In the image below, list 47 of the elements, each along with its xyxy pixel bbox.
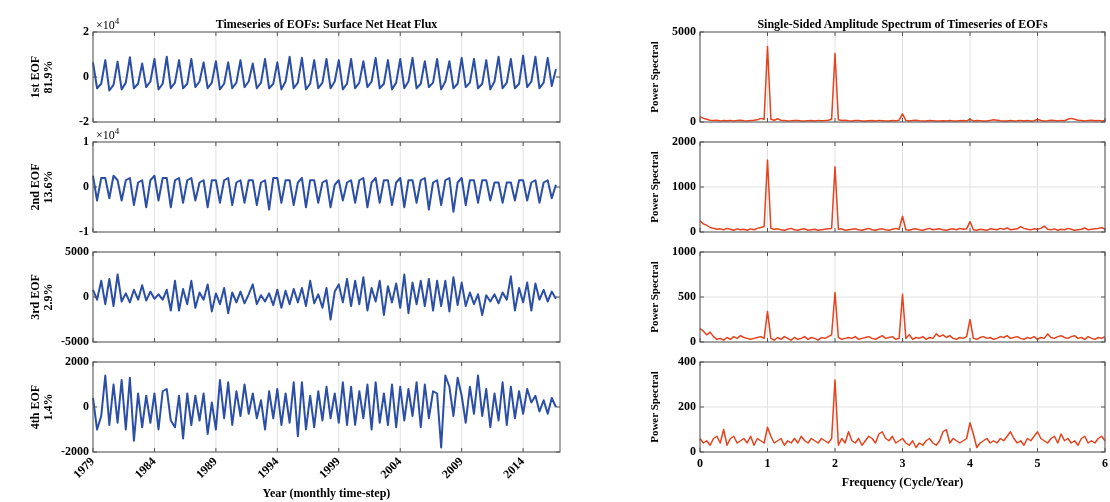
y-axis-title: Power Spectral [648,41,660,113]
y-tick-label: 2000 [65,353,89,368]
x-tick-label: 4 [967,456,973,470]
y-axis-title: Power Spectral [648,261,660,333]
y-tick-label: 5000 [65,243,89,258]
y-tick-label: -1 [79,223,89,238]
x-tick-label: 6 [1102,456,1108,470]
y-tick-label: 400 [678,353,696,368]
line-series [92,273,557,321]
y-tick-label: -5000 [61,333,89,348]
y-tick-label: 1000 [672,178,696,193]
y-tick-label: 500 [678,288,696,303]
y-tick-label: 2000 [672,133,696,148]
x-tick-label: 1 [764,456,771,470]
y-axis-title: 4th EOF 1.4% [27,384,55,430]
y-tick-label: 0 [690,443,696,458]
chart-title: Timeseries of EOFs: Surface Net Heat Flux [215,17,438,31]
y-axis-title: 3rd EOF 2.9% [27,274,55,320]
y-tick-label: -2 [79,113,89,128]
line-series [92,174,557,213]
y-tick-label: 0 [83,68,89,83]
y-axis-title: Power Spectral [648,371,660,443]
line-series [92,374,557,449]
y-tick-label: 0 [83,288,89,303]
y-axis-title: 1st EOF 81.9% [27,55,55,99]
y-tick-label: 1000 [672,243,696,258]
y-tick-label: 0 [690,113,696,128]
y-tick-label: 0 [83,398,89,413]
x-tick-label: 2 [832,456,838,470]
y-tick-label: 5000 [672,23,696,38]
y-tick-label: 0 [690,333,696,348]
annotation: ×10$^{4}$ [96,16,120,32]
y-tick-label: 1 [83,133,89,148]
y-tick-label: 200 [678,398,696,413]
y-axis-title: Power Spectral [648,151,660,223]
x-tick-label: 5 [1034,456,1041,470]
x-axis-title: Frequency (Cycle/Year) [841,475,964,489]
y-tick-label: 0 [690,223,696,238]
line-series [699,379,1106,449]
y-tick-label: 2 [83,23,89,38]
line-series [92,54,557,92]
y-axis-title: 2nd EOF 13.6% [27,163,55,211]
x-axis-title: Year (monthly time-step) [262,486,391,500]
annotation: ×10$^{4}$ [96,126,120,142]
x-tick-label: 3 [899,456,906,470]
y-tick-label: 0 [83,178,89,193]
chart-title: Single-Sided Amplitude Spectrum of Timeseries of EOFs [757,17,1048,31]
